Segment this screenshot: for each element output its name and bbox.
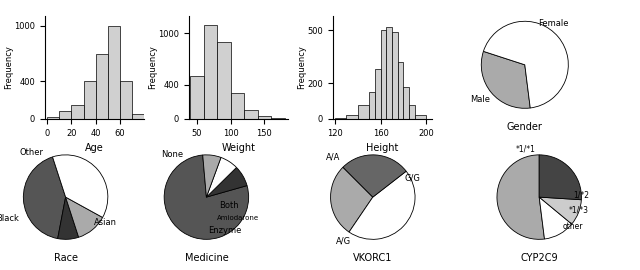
Bar xyxy=(60,111,72,119)
Bar xyxy=(230,93,244,119)
Bar xyxy=(190,76,204,119)
X-axis label: CYP2C9: CYP2C9 xyxy=(520,253,558,263)
X-axis label: VKORC1: VKORC1 xyxy=(353,253,392,263)
Wedge shape xyxy=(481,51,531,108)
Y-axis label: Frequency: Frequency xyxy=(4,46,13,89)
Text: Amiodarone: Amiodarone xyxy=(217,215,259,221)
Bar xyxy=(204,25,217,119)
Bar xyxy=(358,105,369,119)
Y-axis label: Frequency: Frequency xyxy=(148,46,157,89)
Wedge shape xyxy=(540,197,572,239)
Bar xyxy=(415,115,426,119)
Bar xyxy=(398,62,403,119)
X-axis label: Medicine: Medicine xyxy=(184,253,228,263)
Wedge shape xyxy=(207,167,247,197)
Text: A/G: A/G xyxy=(335,237,351,246)
Bar xyxy=(120,82,132,119)
Bar xyxy=(335,118,346,119)
Bar xyxy=(258,116,271,119)
X-axis label: Age: Age xyxy=(85,143,104,153)
Bar xyxy=(83,82,95,119)
Bar xyxy=(346,115,358,119)
Wedge shape xyxy=(497,155,545,239)
Wedge shape xyxy=(343,155,406,197)
X-axis label: Race: Race xyxy=(54,253,77,263)
Text: Other: Other xyxy=(20,148,44,157)
Bar xyxy=(108,26,120,119)
Y-axis label: Frequency: Frequency xyxy=(297,46,306,89)
Bar xyxy=(387,27,392,119)
Wedge shape xyxy=(52,155,108,217)
Text: *1/*1: *1/*1 xyxy=(516,144,536,153)
Text: Male: Male xyxy=(470,95,490,104)
Text: 1/*2: 1/*2 xyxy=(573,191,589,200)
Wedge shape xyxy=(540,155,581,200)
Text: Female: Female xyxy=(538,19,568,28)
Text: other: other xyxy=(563,222,583,231)
Text: *1/*3: *1/*3 xyxy=(569,205,589,214)
Bar xyxy=(72,105,83,119)
Text: A/A: A/A xyxy=(326,153,340,161)
Wedge shape xyxy=(207,157,236,197)
Bar xyxy=(375,69,381,119)
Bar xyxy=(244,110,258,119)
Text: G/G: G/G xyxy=(405,174,421,183)
X-axis label: Gender: Gender xyxy=(507,122,543,132)
Text: Enzyme: Enzyme xyxy=(209,226,242,235)
Wedge shape xyxy=(24,157,66,239)
Wedge shape xyxy=(164,155,248,239)
Text: Asian: Asian xyxy=(94,218,117,227)
Wedge shape xyxy=(58,197,79,239)
Text: Black: Black xyxy=(0,214,19,223)
Wedge shape xyxy=(203,155,221,197)
Bar xyxy=(381,30,387,119)
Bar xyxy=(217,42,230,119)
X-axis label: Weight: Weight xyxy=(221,143,255,153)
Bar xyxy=(47,117,60,119)
Bar xyxy=(409,105,415,119)
Bar xyxy=(369,92,375,119)
Wedge shape xyxy=(331,167,372,232)
Bar xyxy=(132,114,144,119)
Bar xyxy=(95,53,108,119)
Bar xyxy=(392,32,398,119)
Text: Both: Both xyxy=(219,201,239,210)
Wedge shape xyxy=(540,197,581,224)
X-axis label: Height: Height xyxy=(366,143,399,153)
Wedge shape xyxy=(66,197,102,237)
Wedge shape xyxy=(483,21,568,108)
Bar xyxy=(271,118,285,119)
Text: None: None xyxy=(161,150,184,159)
Bar xyxy=(403,87,409,119)
Wedge shape xyxy=(349,171,415,239)
